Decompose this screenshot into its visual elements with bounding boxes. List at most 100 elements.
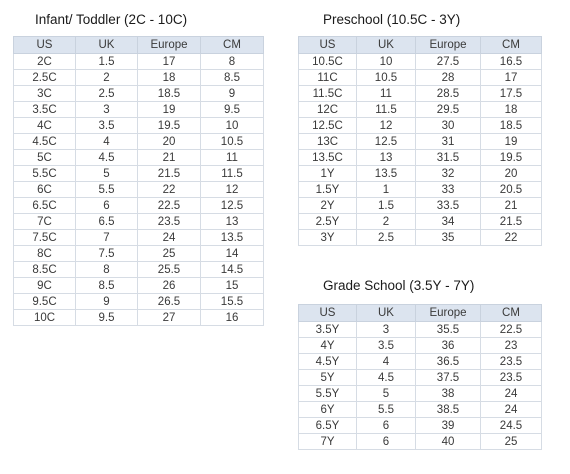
- cell-europe: 38: [415, 385, 481, 402]
- table-row: 3Y 2.5 35 22: [298, 229, 542, 246]
- table-row: 10.5C 10 27.5 16.5: [298, 53, 542, 70]
- cell-cm: 16: [200, 309, 264, 326]
- table-row: 1Y 13.5 32 20: [298, 165, 542, 182]
- cell-us: 3.5C: [13, 101, 76, 118]
- infant-toddler-title: Infant/ Toddler (2C - 10C): [35, 12, 188, 27]
- cell-europe: 32: [415, 165, 481, 182]
- cell-uk: 5: [75, 165, 138, 182]
- cell-uk: 1.5: [356, 197, 416, 214]
- header-uk: UK: [75, 36, 138, 54]
- cell-europe: 36: [415, 337, 481, 354]
- cell-cm: 21.5: [480, 213, 542, 230]
- cell-uk: 13: [356, 149, 416, 166]
- cell-europe: 27.5: [415, 53, 481, 70]
- table-row: 5C 4.5 21 11: [13, 149, 264, 166]
- table-row: 8C 7.5 25 14: [13, 245, 264, 262]
- cell-europe: 25.5: [137, 261, 201, 278]
- cell-us: 3.5Y: [298, 321, 357, 338]
- cell-europe: 27: [137, 309, 201, 326]
- table-row: 12.5C 12 30 18.5: [298, 117, 542, 134]
- cell-us: 8C: [13, 245, 76, 262]
- cell-cm: 24: [480, 401, 542, 418]
- table-row: 13C 12.5 31 19: [298, 133, 542, 150]
- cell-europe: 21: [137, 149, 201, 166]
- table-row: 7.5C 7 24 13.5: [13, 229, 264, 246]
- table-row: 13.5C 13 31.5 19.5: [298, 149, 542, 166]
- cell-cm: 12.5: [200, 197, 264, 214]
- table-row: 5Y 4.5 37.5 23.5: [298, 369, 542, 386]
- cell-us: 10.5C: [298, 53, 357, 70]
- cell-europe: 21.5: [137, 165, 201, 182]
- cell-uk: 6: [356, 417, 416, 434]
- table-row: 5.5Y 5 38 24: [298, 385, 542, 402]
- cell-us: 4.5C: [13, 133, 76, 150]
- cell-cm: 11.5: [200, 165, 264, 182]
- table-row: 2C 1.5 17 8: [13, 53, 264, 70]
- cell-cm: 25: [480, 433, 542, 450]
- table-row: 6.5Y 6 39 24.5: [298, 417, 542, 434]
- cell-cm: 23: [480, 337, 542, 354]
- cell-europe: 22.5: [137, 197, 201, 214]
- cell-cm: 19: [480, 133, 542, 150]
- cell-uk: 6: [75, 197, 138, 214]
- cell-europe: 19: [137, 101, 201, 118]
- cell-uk: 9.5: [75, 309, 138, 326]
- cell-uk: 5.5: [356, 401, 416, 418]
- header-europe: Europe: [415, 304, 481, 322]
- cell-cm: 13.5: [200, 229, 264, 246]
- cell-us: 4.5Y: [298, 353, 357, 370]
- cell-europe: 26.5: [137, 293, 201, 310]
- header-us: US: [13, 36, 76, 54]
- cell-us: 13.5C: [298, 149, 357, 166]
- cell-europe: 35.5: [415, 321, 481, 338]
- cell-uk: 2.5: [75, 85, 138, 102]
- cell-us: 6.5Y: [298, 417, 357, 434]
- table-row: 12C 11.5 29.5 18: [298, 101, 542, 118]
- cell-europe: 34: [415, 213, 481, 230]
- table-row: 6.5C 6 22.5 12.5: [13, 197, 264, 214]
- table-row: 9.5C 9 26.5 15.5: [13, 293, 264, 310]
- cell-cm: 8.5: [200, 69, 264, 86]
- cell-uk: 11.5: [356, 101, 416, 118]
- cell-cm: 23.5: [480, 353, 542, 370]
- cell-cm: 12: [200, 181, 264, 198]
- table-row: 4.5Y 4 36.5 23.5: [298, 353, 542, 370]
- cell-europe: 33: [415, 181, 481, 198]
- cell-europe: 36.5: [415, 353, 481, 370]
- cell-europe: 30: [415, 117, 481, 134]
- cell-us: 6C: [13, 181, 76, 198]
- cell-us: 2.5Y: [298, 213, 357, 230]
- cell-cm: 10: [200, 117, 264, 134]
- table-header-row: US UK Europe CM: [298, 304, 542, 322]
- table-header-row: US UK Europe CM: [13, 36, 264, 54]
- infant-toddler-size-table: US UK Europe CM 2C 1.5 17 8 2.5C 2 18 8.5 3C 2.5 1…: [13, 36, 264, 326]
- header-uk: UK: [356, 304, 416, 322]
- cell-europe: 18: [137, 69, 201, 86]
- cell-us: 5.5C: [13, 165, 76, 182]
- header-europe: Europe: [415, 36, 481, 54]
- cell-europe: 29.5: [415, 101, 481, 118]
- cell-us: 9C: [13, 277, 76, 294]
- cell-europe: 26: [137, 277, 201, 294]
- cell-europe: 25: [137, 245, 201, 262]
- cell-us: 7Y: [298, 433, 357, 450]
- cell-us: 2C: [13, 53, 76, 70]
- table-row: 6C 5.5 22 12: [13, 181, 264, 198]
- header-cm: CM: [480, 36, 542, 54]
- cell-uk: 3.5: [75, 117, 138, 134]
- cell-europe: 20: [137, 133, 201, 150]
- cell-cm: 21: [480, 197, 542, 214]
- cell-europe: 28: [415, 69, 481, 86]
- cell-uk: 7.5: [75, 245, 138, 262]
- cell-uk: 5: [356, 385, 416, 402]
- grade-school-size-table: US UK Europe CM 3.5Y 3 35.5 22.5 4Y 3.5 36 23 4.…: [298, 304, 542, 450]
- cell-us: 11C: [298, 69, 357, 86]
- cell-us: 4C: [13, 117, 76, 134]
- cell-cm: 20: [480, 165, 542, 182]
- cell-cm: 24.5: [480, 417, 542, 434]
- cell-us: 12C: [298, 101, 357, 118]
- cell-cm: 14.5: [200, 261, 264, 278]
- cell-uk: 6: [356, 433, 416, 450]
- cell-uk: 3: [75, 101, 138, 118]
- table-row: 11C 10.5 28 17: [298, 69, 542, 86]
